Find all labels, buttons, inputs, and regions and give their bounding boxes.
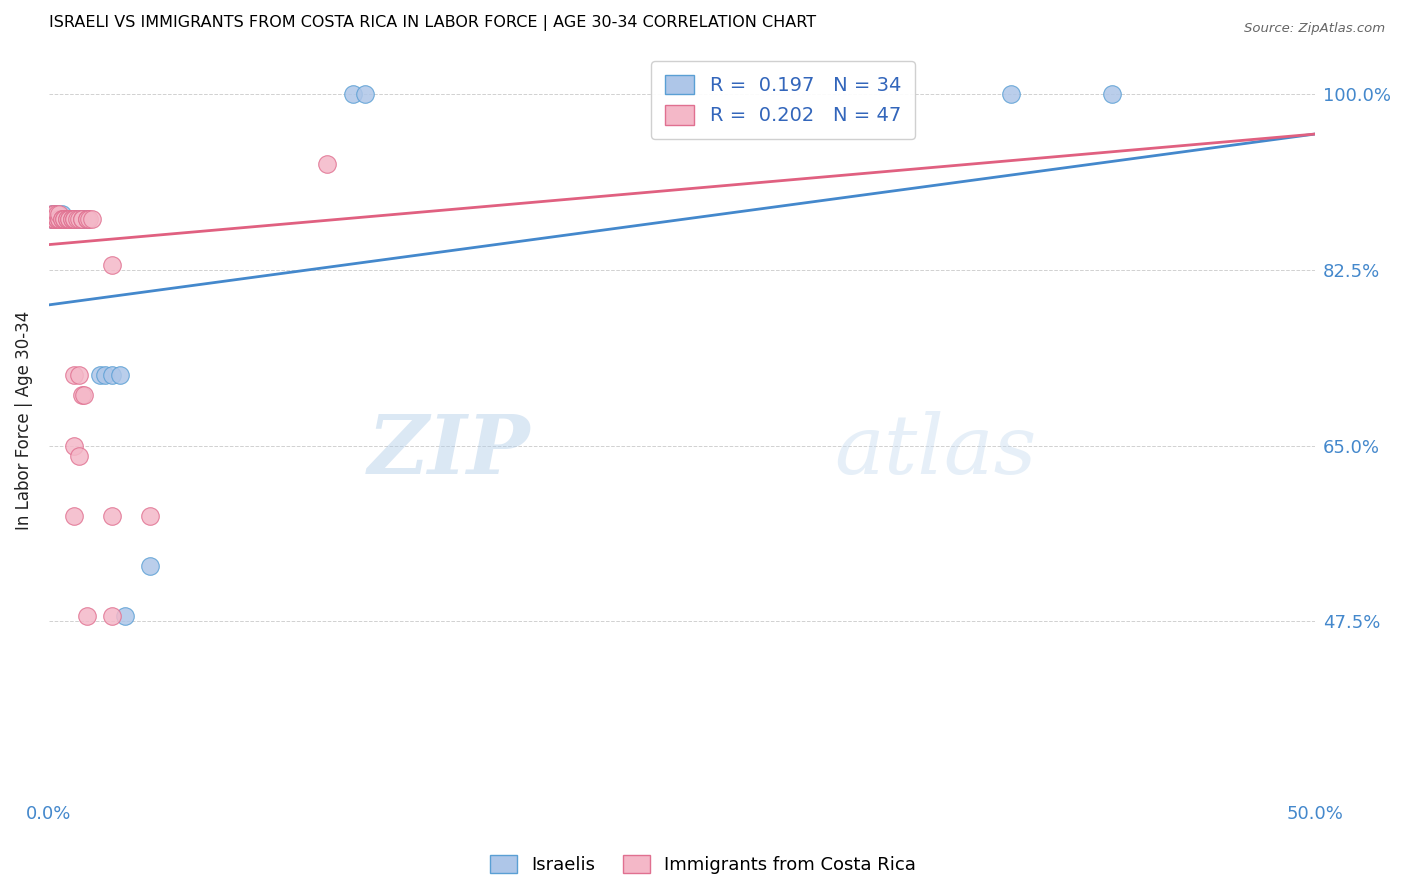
Point [41,207,63,221]
Point [101,258,124,272]
Point [60,212,83,227]
Text: ZIP: ZIP [367,410,530,491]
Point [70,388,93,402]
Point [51,212,73,227]
Point [1000,87,1022,101]
Point [41,212,63,227]
Point [45,212,67,227]
Point [58,212,80,227]
Point [108,368,131,383]
Point [58,212,80,227]
Point [48,212,70,227]
Point [51,207,73,221]
Point [63,212,86,227]
Point [48,207,70,221]
Point [63,212,86,227]
Point [70,212,93,227]
Point [48,212,70,227]
Point [76,212,98,227]
Point [139,559,162,574]
Point [45,207,67,221]
Point [114,609,136,624]
Point [48,212,70,227]
Point [53,212,76,227]
Point [53,212,76,227]
Point [45,212,67,227]
Y-axis label: In Labor Force | Age 30-34: In Labor Force | Age 30-34 [15,310,32,530]
Legend: R =  0.197   N = 34, R =  0.202   N = 47: R = 0.197 N = 34, R = 0.202 N = 47 [651,61,915,139]
Point [80,212,103,227]
Point [55,212,77,227]
Point [60,212,83,227]
Point [76,609,98,624]
Point [66,212,89,227]
Point [41,212,63,227]
Point [41,212,63,227]
Point [42,212,65,227]
Point [354,87,377,101]
Text: ISRAELI VS IMMIGRANTS FROM COSTA RICA IN LABOR FORCE | AGE 30-34 CORRELATION CHA: ISRAELI VS IMMIGRANTS FROM COSTA RICA IN… [49,15,815,31]
Point [93,368,115,383]
Point [55,212,77,227]
Point [42,207,65,221]
Point [42,212,65,227]
Point [55,212,77,227]
Point [42,212,65,227]
Point [89,368,111,383]
Point [51,212,73,227]
Point [42,212,65,227]
Point [41,207,63,221]
Point [342,87,364,101]
Point [55,212,77,227]
Point [76,212,98,227]
Point [67,212,90,227]
Point [67,449,90,463]
Point [79,212,101,227]
Point [63,368,86,383]
Point [41,212,63,227]
Point [101,368,124,383]
Point [66,212,89,227]
Point [316,157,339,171]
Point [45,212,67,227]
Point [101,609,124,624]
Point [70,212,93,227]
Point [63,212,86,227]
Point [63,438,86,452]
Point [63,212,86,227]
Point [45,212,67,227]
Point [53,212,76,227]
Point [42,207,65,221]
Point [60,212,83,227]
Text: atlas: atlas [834,410,1036,491]
Legend: Israelis, Immigrants from Costa Rica: Israelis, Immigrants from Costa Rica [481,846,925,883]
Point [51,212,73,227]
Point [67,368,90,383]
Point [70,212,93,227]
Point [53,212,76,227]
Point [48,212,70,227]
Point [101,508,124,523]
Text: Source: ZipAtlas.com: Source: ZipAtlas.com [1244,22,1385,36]
Point [139,508,162,523]
Point [1101,87,1123,101]
Point [63,508,86,523]
Point [58,212,80,227]
Point [73,388,96,402]
Point [76,212,98,227]
Point [45,207,67,221]
